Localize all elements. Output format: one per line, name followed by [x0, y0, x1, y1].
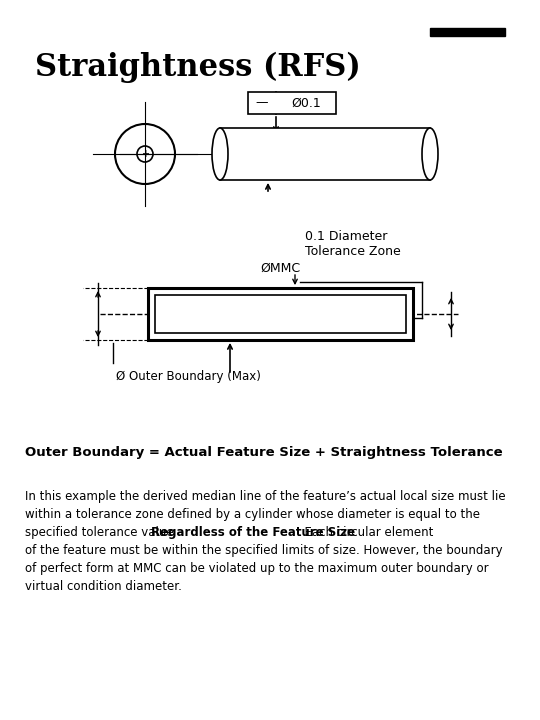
- Bar: [148, 288, 413, 340]
- Text: Straightness (RFS): Straightness (RFS): [35, 52, 361, 84]
- Text: Ø0.1: Ø0.1: [291, 96, 321, 109]
- Bar: [220, 128, 430, 180]
- Text: 0.1 Diameter
Tolerance Zone: 0.1 Diameter Tolerance Zone: [305, 230, 401, 258]
- Bar: [430, 28, 505, 36]
- Text: specified tolerance value: specified tolerance value: [25, 526, 177, 539]
- Text: Outer Boundary = Actual Feature Size + Straightness Tolerance: Outer Boundary = Actual Feature Size + S…: [25, 446, 503, 459]
- Bar: [155, 295, 406, 333]
- Text: virtual condition diameter.: virtual condition diameter.: [25, 580, 182, 593]
- Text: ØMMC: ØMMC: [260, 261, 300, 274]
- Bar: [248, 92, 336, 114]
- Text: of the feature must be within the specified limits of size. However, the boundar: of the feature must be within the specif…: [25, 544, 503, 557]
- Text: of perfect form at MMC can be violated up to the maximum outer boundary or: of perfect form at MMC can be violated u…: [25, 562, 489, 575]
- Text: Regardless of the Feature Size: Regardless of the Feature Size: [151, 526, 355, 539]
- Text: +: +: [141, 149, 149, 159]
- Text: . Each circular element: . Each circular element: [296, 526, 433, 539]
- Ellipse shape: [212, 128, 228, 180]
- Text: within a tolerance zone defined by a cylinder whose diameter is equal to the: within a tolerance zone defined by a cyl…: [25, 508, 480, 521]
- Ellipse shape: [422, 128, 438, 180]
- Text: Ø Outer Boundary (Max): Ø Outer Boundary (Max): [116, 370, 261, 383]
- Text: —: —: [256, 96, 268, 109]
- Text: In this example the derived median line of the feature’s actual local size must : In this example the derived median line …: [25, 490, 505, 503]
